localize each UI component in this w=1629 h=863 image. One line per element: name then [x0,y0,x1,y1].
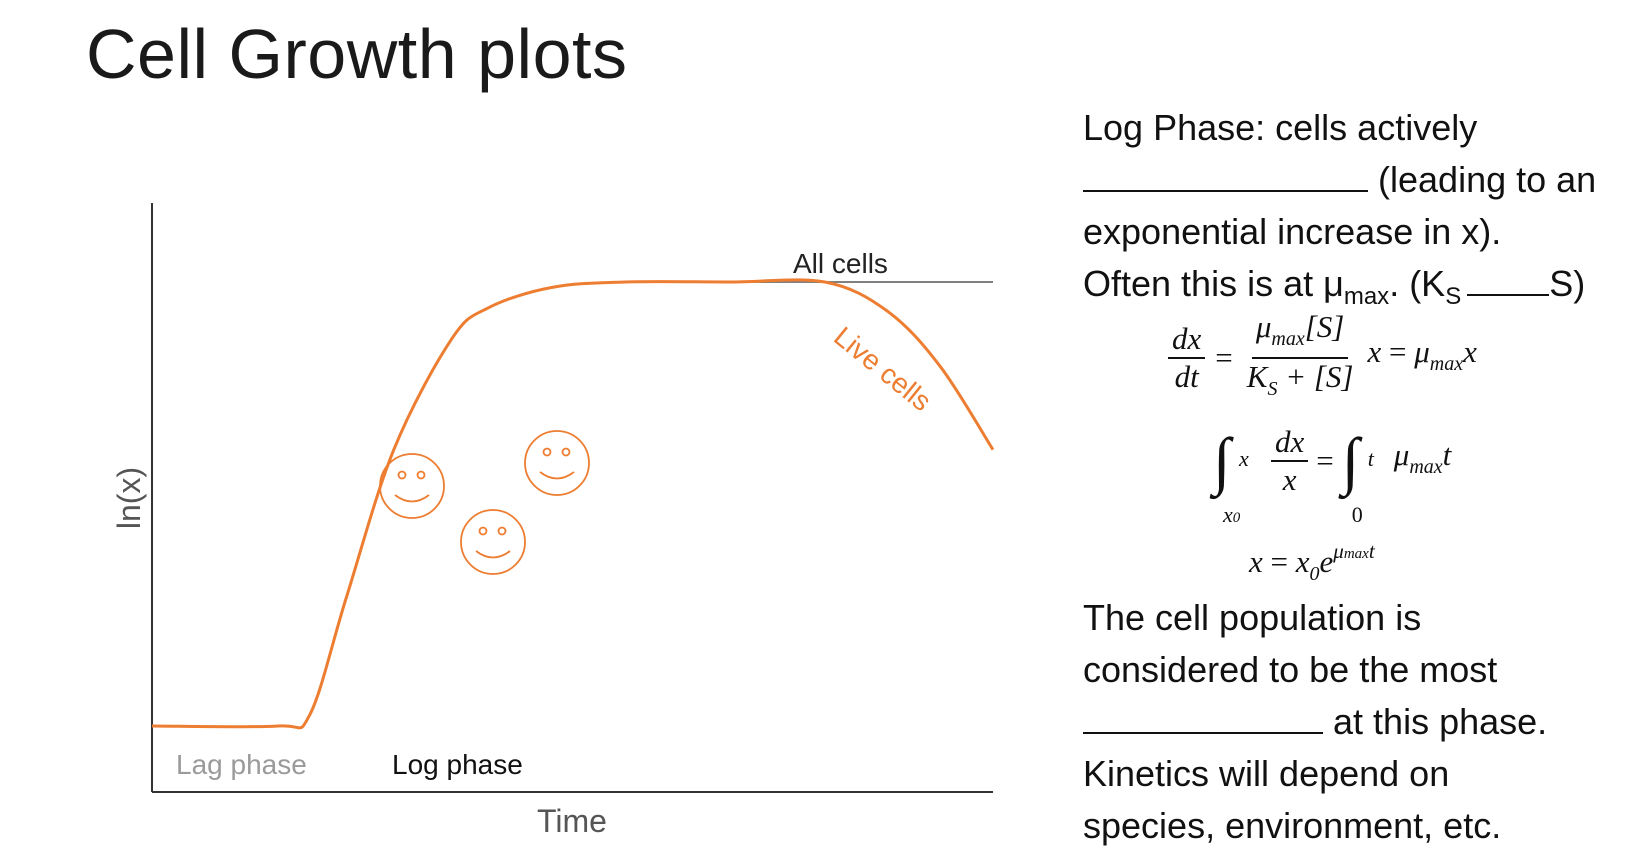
notes-panel: Log Phase: cells actively (leading to an… [1083,102,1623,852]
all-cells-label: All cells [793,248,888,279]
notes-line: exponential increase in x). [1083,211,1502,252]
monod-equation: dx dt = μmax[S] KS + [S] x = μmaxx [1168,309,1623,406]
x-axis-label: Time [537,803,607,839]
equations: dx dt = μmax[S] KS + [S] x = μmaxx ∫ x x0 dx… [1083,309,1623,586]
smiley-face-icon [524,430,590,496]
fill-in-blank[interactable] [1467,260,1550,296]
lag-phase-label: Lag phase [176,749,307,780]
slide-title: Cell Growth plots [86,15,628,93]
notes-line: species, environment, etc. [1083,805,1502,846]
exponential-solution: x = x0eμmaxt [1249,539,1375,585]
live-cells-line [151,278,995,730]
smiley-face-icon [460,509,526,575]
fill-in-blank[interactable] [1083,698,1323,734]
notes-line: Log Phase: cells actively [1083,107,1478,148]
notes-line: Kinetics will depend on [1083,753,1450,794]
notes-line: Often this is at μmax. (KS S) [1083,258,1623,310]
fill-in-blank[interactable] [1083,156,1368,192]
integral-equation: ∫ x x0 dx x = ∫ t 0 μmaxt [1213,424,1452,527]
notes-line: (leading to an [1083,154,1623,206]
y-axis-label: ln(x) [111,467,147,529]
notes-line: at this phase. [1083,696,1623,748]
notes-line: considered to be the most [1083,649,1498,690]
growth-chart: ln(x) Time Lag phase Log phase All cells… [111,203,995,839]
smiley-face-icon [379,453,445,519]
log-phase-label: Log phase [392,749,523,780]
live-cells-label: Live cells [828,321,937,418]
notes-line: The cell population is [1083,597,1422,638]
